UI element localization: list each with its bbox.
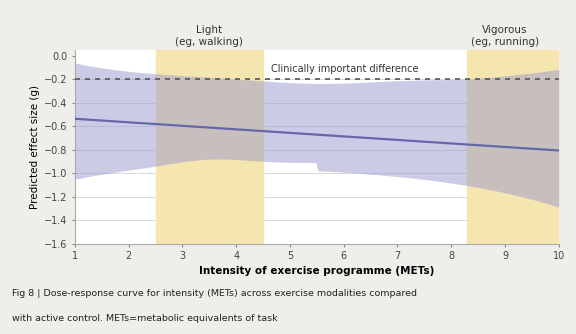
Text: Light
(eg, walking): Light (eg, walking) [175, 25, 243, 47]
Y-axis label: Predicted effect size (g): Predicted effect size (g) [29, 85, 40, 209]
Text: Fig 8 | Dose-response curve for intensity (METs) across exercise modalities comp: Fig 8 | Dose-response curve for intensit… [12, 289, 416, 298]
Text: Clinically important difference: Clinically important difference [271, 64, 419, 74]
Bar [467, 50, 559, 244]
Bar [156, 50, 263, 244]
Text: with active control. METs=metabolic equivalents of task: with active control. METs=metabolic equi… [12, 314, 277, 323]
X-axis label: Intensity of exercise programme (METs): Intensity of exercise programme (METs) [199, 266, 434, 276]
Text: Vigorous
(eg, running): Vigorous (eg, running) [471, 25, 539, 47]
